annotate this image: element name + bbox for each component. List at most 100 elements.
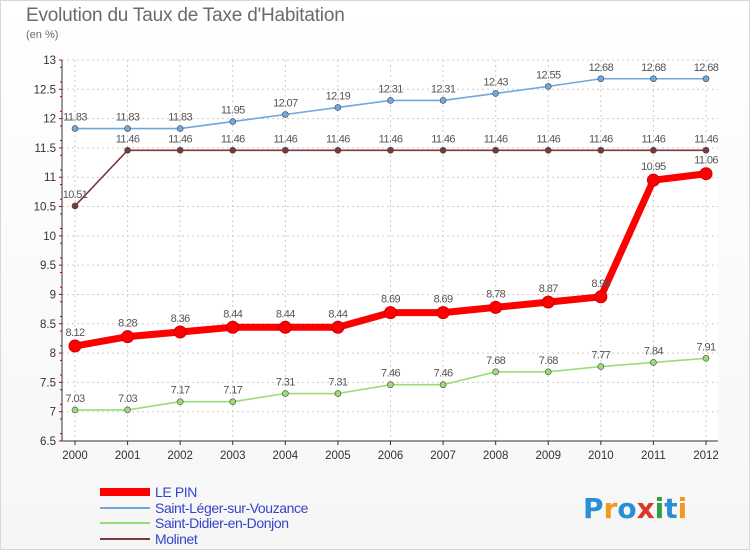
data-point — [597, 75, 605, 83]
data-point — [334, 104, 342, 111]
data-point — [176, 398, 184, 406]
data-point — [282, 111, 289, 118]
grid — [62, 59, 718, 442]
data-point — [544, 368, 552, 376]
data-point — [71, 125, 79, 132]
y-tick-label: 8.5 — [40, 319, 56, 331]
data-label: 11.46 — [168, 133, 192, 145]
x-tick-label: 2004 — [273, 450, 299, 462]
data-label: 12.68 — [589, 62, 614, 74]
chart-title: Evolution du Taux de Taxe d'Habitation — [26, 5, 345, 26]
data-label: 7.46 — [434, 368, 453, 380]
data-label: 12.19 — [326, 90, 351, 102]
data-point — [387, 146, 394, 154]
data-point — [229, 118, 237, 125]
data-label: 8.28 — [118, 318, 137, 330]
x-tick-label: 2008 — [483, 450, 509, 462]
data-label: 7.31 — [276, 377, 295, 389]
data-label: 7.03 — [65, 393, 84, 405]
data-point — [650, 146, 657, 154]
y-tick-label: 10 — [43, 231, 56, 243]
legend-label-0: LE PIN — [155, 484, 197, 500]
data-label: 8.69 — [381, 294, 400, 306]
data-label: 8.44 — [223, 308, 242, 320]
data-point — [594, 290, 608, 304]
y-tick-label: 8 — [50, 348, 56, 360]
data-label: 12.31 — [431, 83, 456, 95]
data-point — [702, 146, 710, 154]
data-label: 11.46 — [484, 133, 508, 145]
data-point — [282, 146, 289, 154]
data-point — [544, 83, 552, 90]
data-point — [702, 355, 710, 362]
legend-label-1: Saint-Léger-sur-Vouzance — [155, 500, 309, 516]
axes: 6.5 7 7.5 8 8.5 9 9.5 10 10.5 11 11.5 12 12.5 13 2000 2… — [34, 55, 719, 462]
data-point — [387, 381, 394, 389]
data-label: 8.87 — [539, 283, 558, 295]
data-label: 12.07 — [273, 98, 298, 110]
data-label: 11.46 — [116, 133, 140, 145]
legend-label-2: Saint-Didier-en-Donjon — [155, 515, 289, 531]
y-tick-label: 7.5 — [40, 377, 56, 389]
data-point — [492, 146, 499, 154]
data-label: 10.51 — [63, 189, 88, 201]
data-label: 8.96 — [591, 278, 610, 290]
data-point — [124, 146, 131, 154]
data-point — [544, 146, 552, 154]
data-label: 11.46 — [273, 133, 297, 145]
data-point — [124, 406, 131, 414]
legend-label-3: Molinet — [155, 531, 198, 547]
data-point — [492, 90, 499, 97]
data-point — [650, 75, 657, 83]
data-label: 11.06 — [694, 155, 718, 167]
chart-subtitle: (en %) — [26, 29, 59, 41]
data-label: 7.91 — [696, 341, 715, 353]
data-label: 7.17 — [171, 385, 190, 397]
data-point — [439, 97, 447, 104]
data-point — [699, 167, 713, 181]
data-point — [541, 295, 555, 309]
data-label: 7.31 — [328, 377, 347, 389]
x-tick-label: 2007 — [430, 450, 456, 462]
data-point — [331, 320, 345, 334]
data-point — [597, 363, 605, 370]
data-label: 11.46 — [326, 133, 350, 145]
data-label: 8.44 — [276, 308, 295, 320]
x-tick-label: 2009 — [535, 450, 561, 462]
x-tick-label: 2002 — [167, 450, 193, 462]
data-point — [597, 146, 605, 154]
data-point — [282, 390, 289, 397]
data-label: 7.03 — [118, 393, 137, 405]
y-tick-label: 12 — [43, 114, 56, 126]
x-tick-label: 2012 — [693, 450, 719, 462]
data-point — [334, 390, 342, 397]
data-point — [436, 306, 450, 320]
y-tick-label: 9 — [50, 289, 56, 301]
data-point — [387, 97, 394, 104]
data-point — [650, 359, 657, 366]
series-lines — [68, 75, 713, 414]
data-label: 11.46 — [221, 133, 245, 145]
data-label: 11.46 — [642, 133, 666, 145]
data-label: 8.78 — [486, 288, 505, 300]
data-label: 12.43 — [483, 76, 508, 88]
proxiti-logo: Proxiti — [583, 492, 687, 525]
data-label: 7.17 — [223, 385, 242, 397]
data-label: 10.95 — [641, 161, 666, 173]
data-label: 8.44 — [328, 308, 347, 320]
data-label: 8.69 — [434, 294, 453, 306]
legend: LE PINSaint-Léger-sur-VouzanceSaint-Didi… — [100, 484, 309, 547]
data-point — [334, 146, 342, 154]
data-point — [384, 306, 397, 320]
data-point — [71, 202, 79, 210]
data-point — [121, 330, 135, 344]
x-tick-label: 2001 — [115, 450, 141, 462]
data-label: 8.36 — [171, 313, 190, 325]
data-point — [439, 381, 447, 389]
data-label: 12.68 — [694, 62, 719, 74]
data-point — [68, 339, 82, 353]
data-label: 11.95 — [221, 105, 245, 117]
y-tick-label: 9.5 — [40, 260, 56, 272]
y-tick-label: 10.5 — [34, 202, 56, 214]
y-tick-label: 11.5 — [34, 143, 56, 155]
